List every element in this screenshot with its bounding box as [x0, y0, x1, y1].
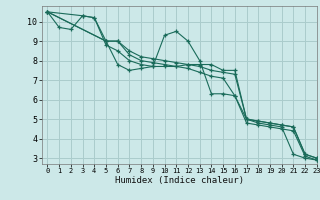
X-axis label: Humidex (Indice chaleur): Humidex (Indice chaleur): [115, 176, 244, 185]
